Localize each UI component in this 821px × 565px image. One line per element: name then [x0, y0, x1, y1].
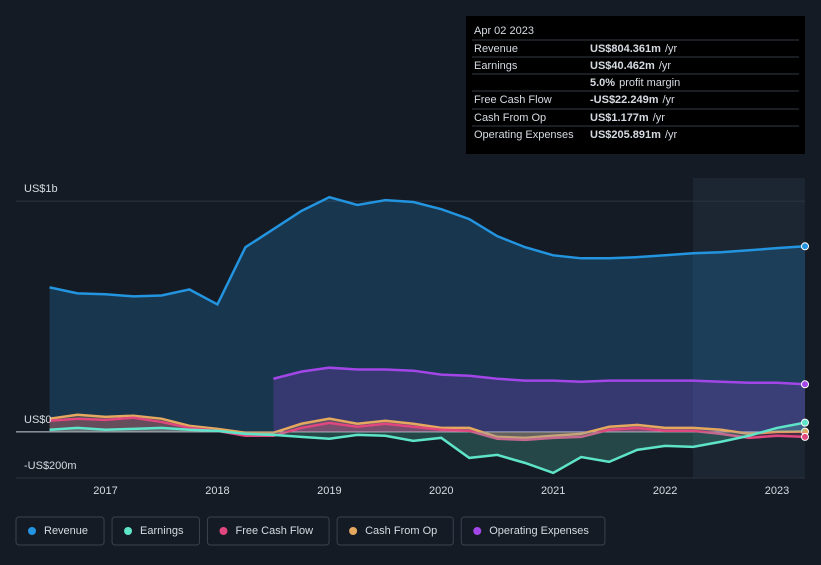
x-tick-label: 2021: [541, 485, 565, 497]
legend-item[interactable]: Revenue: [15, 516, 105, 546]
legend-box: [15, 516, 105, 546]
end-dot: [801, 418, 809, 427]
legend-item[interactable]: Earnings: [111, 516, 200, 546]
tooltip-date: Apr 02 2023: [474, 25, 534, 37]
end-dot: [801, 380, 809, 389]
legend-dot: [349, 527, 358, 535]
row-unit: /yr: [665, 129, 678, 141]
legend-box: [111, 516, 200, 546]
legend-item[interactable]: Free Cash Flow: [206, 516, 330, 546]
row-value: US$40.462m: [590, 60, 655, 72]
row-unit: /yr: [665, 43, 678, 55]
x-tick-label: 2018: [205, 485, 229, 497]
legend: Revenue Earnings Free Cash Flow Cash From O…: [15, 516, 606, 546]
line: [49, 195, 806, 307]
legend-dot: [124, 527, 133, 535]
x-tick-label: 2023: [765, 485, 789, 497]
row-value: US$804.361m: [590, 43, 661, 55]
x-tick-label: 2020: [429, 485, 453, 497]
legend-item[interactable]: Operating Expenses: [460, 516, 606, 546]
legend-dot: [219, 527, 228, 535]
legend-label: Earnings: [140, 525, 184, 537]
line: [49, 421, 806, 475]
x-tick-label: 2017: [93, 485, 117, 497]
y-tick-label: US$0: [24, 414, 52, 426]
x-tick-label: 2022: [653, 485, 677, 497]
margin-value: 5.0%: [590, 77, 615, 89]
line: [49, 416, 806, 442]
row-label: Free Cash Flow: [474, 94, 552, 106]
row-label: Cash From Op: [474, 112, 546, 124]
legend-box: [336, 516, 454, 546]
area: [273, 367, 805, 432]
margin-text: profit margin: [619, 77, 680, 89]
row-value: -US$22.249m: [590, 94, 659, 106]
y-tick-label: -US$200m: [24, 460, 77, 472]
legend-label: Free Cash Flow: [235, 525, 313, 537]
row-unit: /yr: [663, 94, 676, 106]
legend-label: Operating Expenses: [489, 525, 589, 537]
legend-dot: [473, 527, 482, 535]
row-value: US$205.891m: [590, 129, 661, 141]
legend-box: [460, 516, 606, 546]
line: [49, 413, 806, 440]
end-dot: [801, 242, 809, 251]
legend-box: [206, 516, 330, 546]
y-tick-label: US$1b: [24, 183, 58, 195]
row-unit: /yr: [653, 112, 666, 124]
legend-label: Cash From Op: [365, 525, 437, 537]
tooltip: Apr 02 2023 Revenue US$804.361m/yr Earnings…: [466, 16, 805, 154]
tooltip-box: [466, 16, 805, 154]
row-label: Earnings: [474, 60, 518, 72]
area: [49, 422, 806, 473]
plot: [16, 195, 809, 479]
row-label: Revenue: [474, 43, 518, 55]
row-unit: /yr: [659, 60, 672, 72]
line: [273, 366, 806, 386]
row-label: Operating Expenses: [474, 129, 574, 141]
area: [49, 197, 806, 432]
x-tick-label: 2019: [317, 485, 341, 497]
legend-dot: [28, 527, 36, 535]
end-dot: [801, 432, 809, 441]
row-value: US$1.177m: [590, 112, 649, 124]
legend-item[interactable]: Cash From Op: [336, 516, 454, 546]
legend-label: Revenue: [44, 525, 88, 537]
